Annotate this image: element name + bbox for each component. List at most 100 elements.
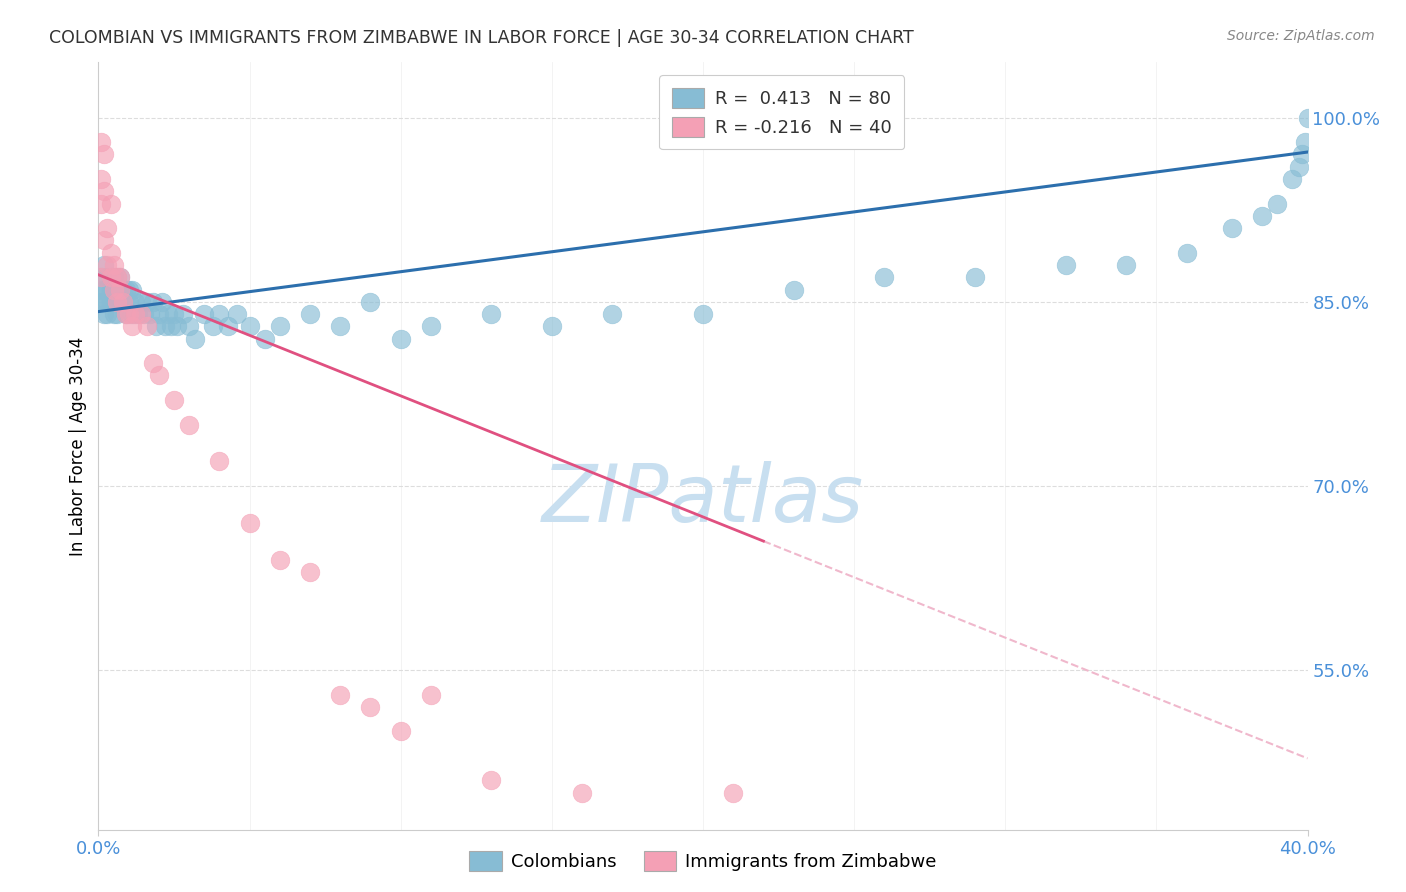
- Point: [1281, 172, 1303, 186]
- Point: [108, 294, 131, 309]
- Point: [132, 307, 155, 321]
- Point: [100, 245, 122, 260]
- Point: [103, 258, 125, 272]
- Point: [96, 307, 118, 321]
- Point: [145, 319, 167, 334]
- Point: [329, 319, 352, 334]
- Point: [114, 307, 136, 321]
- Text: COLOMBIAN VS IMMIGRANTS FROM ZIMBABWE IN LABOR FORCE | AGE 30-34 CORRELATION CHA: COLOMBIAN VS IMMIGRANTS FROM ZIMBABWE IN…: [49, 29, 914, 46]
- Point: [100, 294, 122, 309]
- Point: [481, 773, 503, 788]
- Point: [100, 283, 122, 297]
- Point: [420, 319, 443, 334]
- Point: [299, 565, 322, 579]
- Point: [90, 135, 112, 149]
- Point: [783, 283, 806, 297]
- Point: [90, 270, 112, 285]
- Point: [360, 699, 382, 714]
- Point: [208, 454, 231, 468]
- Point: [129, 307, 152, 321]
- Point: [121, 307, 143, 321]
- Point: [96, 258, 118, 272]
- Point: [139, 307, 162, 321]
- Point: [103, 307, 125, 321]
- Point: [723, 786, 745, 800]
- Y-axis label: In Labor Force | Age 30-34: In Labor Force | Age 30-34: [69, 336, 87, 556]
- Point: [166, 319, 188, 334]
- Point: [103, 270, 125, 285]
- Point: [142, 356, 165, 370]
- Point: [179, 417, 201, 432]
- Point: [965, 270, 987, 285]
- Point: [90, 270, 112, 285]
- Point: [118, 294, 141, 309]
- Point: [172, 307, 194, 321]
- Point: [93, 294, 115, 309]
- Point: [163, 392, 186, 407]
- Point: [93, 258, 115, 272]
- Point: [114, 307, 136, 321]
- Point: [93, 307, 115, 321]
- Point: [148, 307, 170, 321]
- Point: [150, 294, 173, 309]
- Point: [100, 270, 122, 285]
- Point: [389, 724, 412, 739]
- Point: [1267, 196, 1289, 211]
- Point: [93, 283, 115, 297]
- Point: [93, 147, 115, 161]
- Point: [124, 307, 146, 321]
- Point: [873, 270, 896, 285]
- Point: [111, 283, 134, 297]
- Point: [217, 319, 239, 334]
- Point: [103, 283, 125, 297]
- Legend: Colombians, Immigrants from Zimbabwe: Colombians, Immigrants from Zimbabwe: [463, 844, 943, 879]
- Point: [692, 307, 714, 321]
- Point: [108, 270, 131, 285]
- Point: [124, 294, 146, 309]
- Point: [269, 319, 291, 334]
- Point: [226, 307, 249, 321]
- Text: Source: ZipAtlas.com: Source: ZipAtlas.com: [1227, 29, 1375, 43]
- Point: [389, 332, 412, 346]
- Point: [111, 294, 134, 309]
- Point: [129, 294, 152, 309]
- Point: [193, 307, 215, 321]
- Point: [90, 283, 112, 297]
- Point: [108, 270, 131, 285]
- Point: [184, 332, 207, 346]
- Point: [96, 270, 118, 285]
- Point: [299, 307, 322, 321]
- Point: [1115, 258, 1137, 272]
- Point: [96, 221, 118, 235]
- Point: [239, 516, 262, 530]
- Point: [202, 319, 225, 334]
- Point: [121, 283, 143, 297]
- Point: [420, 688, 443, 702]
- Legend: R =  0.413   N = 80, R = -0.216   N = 40: R = 0.413 N = 80, R = -0.216 N = 40: [659, 75, 904, 149]
- Point: [105, 270, 128, 285]
- Point: [179, 319, 201, 334]
- Point: [108, 283, 131, 297]
- Point: [208, 307, 231, 321]
- Point: [360, 294, 382, 309]
- Point: [100, 196, 122, 211]
- Point: [1220, 221, 1243, 235]
- Point: [253, 332, 276, 346]
- Point: [93, 184, 115, 198]
- Point: [160, 319, 183, 334]
- Point: [1291, 147, 1313, 161]
- Point: [163, 307, 186, 321]
- Point: [90, 172, 112, 186]
- Point: [111, 294, 134, 309]
- Point: [105, 294, 128, 309]
- Point: [118, 307, 141, 321]
- Point: [602, 307, 624, 321]
- Point: [90, 294, 112, 309]
- Point: [269, 552, 291, 566]
- Point: [540, 319, 562, 334]
- Point: [1251, 209, 1274, 223]
- Point: [153, 319, 176, 334]
- Point: [1288, 160, 1310, 174]
- Point: [239, 319, 262, 334]
- Point: [105, 307, 128, 321]
